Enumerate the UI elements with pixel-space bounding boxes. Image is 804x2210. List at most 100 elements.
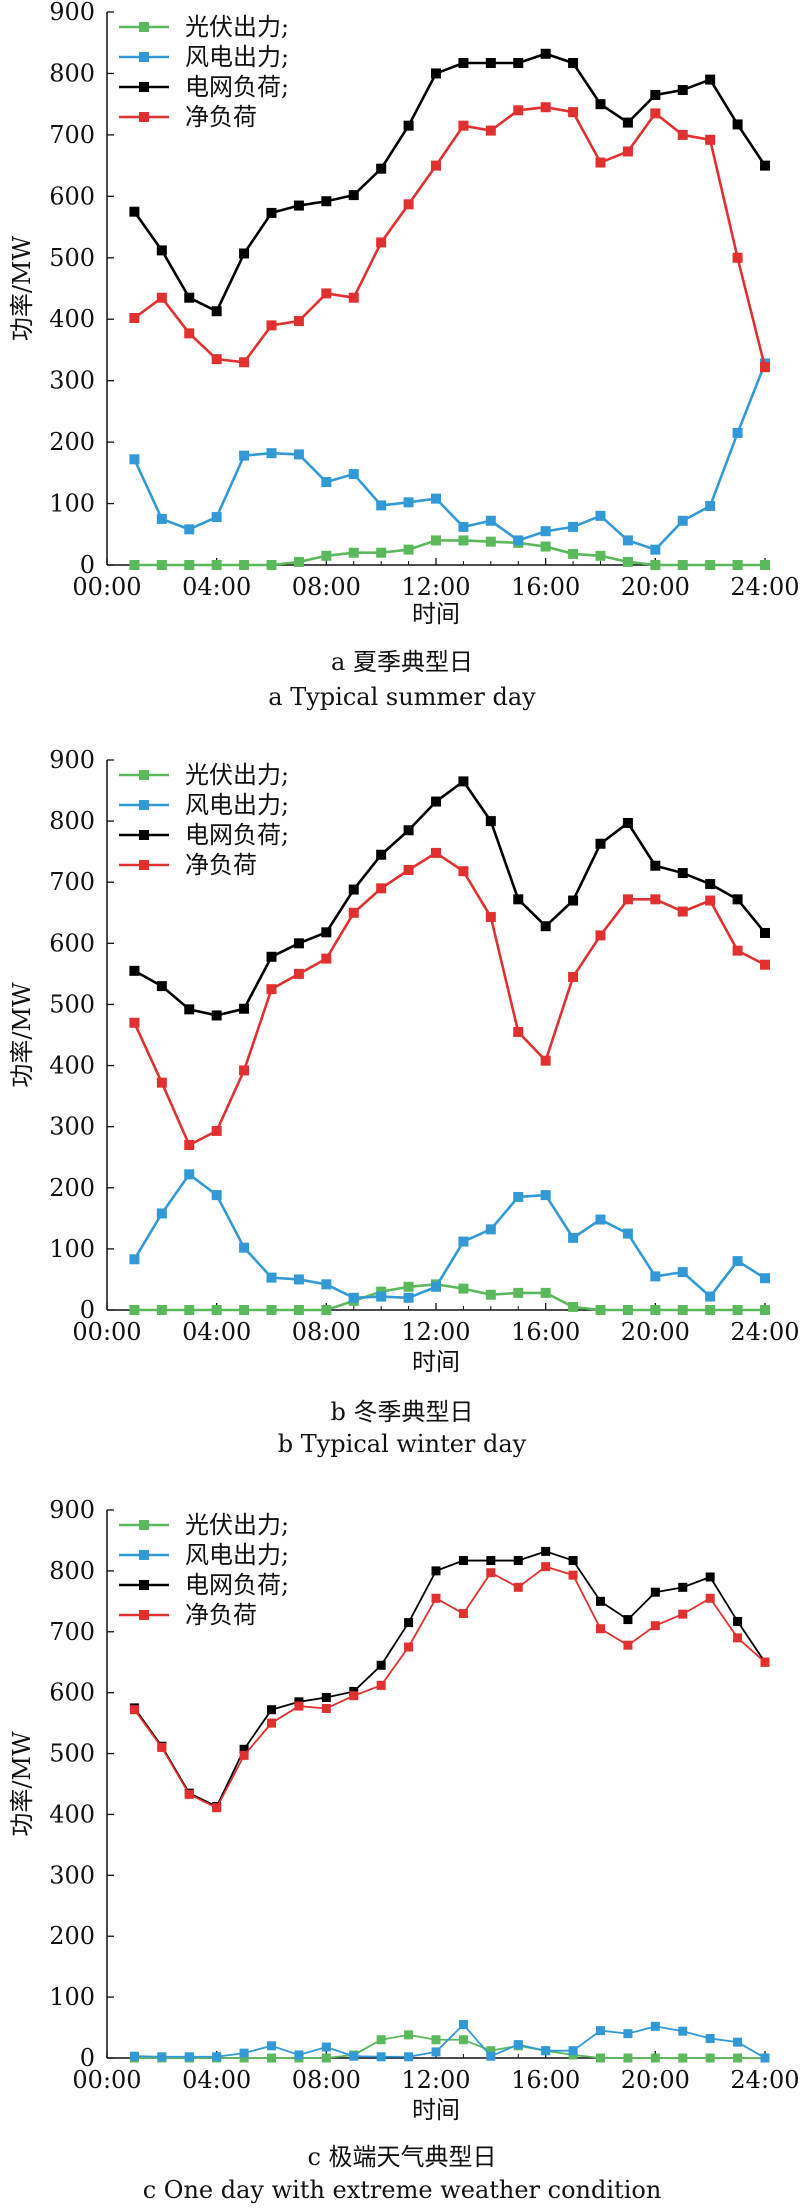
x-axis-title: 时间 <box>412 2096 460 2124</box>
data-point <box>212 2052 222 2062</box>
x-tick-label: 16:00 <box>511 2066 580 2094</box>
data-point <box>595 838 606 849</box>
data-point <box>733 2037 743 2047</box>
data-point <box>650 560 661 570</box>
data-point <box>348 190 359 201</box>
y-tick-label: 700 <box>49 1618 95 1646</box>
data-point <box>348 469 359 480</box>
data-point <box>211 1125 222 1136</box>
data-point <box>376 237 387 248</box>
y-tick-label: 200 <box>49 1174 95 1202</box>
series-line <box>134 2023 766 2059</box>
data-point <box>568 895 579 906</box>
data-point <box>486 1556 496 1566</box>
data-point <box>485 816 496 827</box>
data-point <box>760 1273 770 1284</box>
data-point <box>129 1305 140 1315</box>
data-point <box>239 1305 250 1315</box>
data-point <box>568 1301 579 1312</box>
data-point <box>705 2034 715 2044</box>
data-point <box>513 1191 524 1202</box>
data-point <box>458 1236 469 1247</box>
data-point <box>568 1232 579 1243</box>
caption-en: b Typical winter day <box>278 1430 527 1458</box>
data-point <box>622 117 633 128</box>
data-point <box>156 1208 167 1219</box>
data-point <box>540 1055 551 1066</box>
data-point <box>293 449 304 460</box>
data-point <box>239 1065 250 1076</box>
series-line <box>133 1172 766 1300</box>
data-point <box>404 1618 414 1628</box>
data-point <box>293 938 304 949</box>
legend-label: 风电出力; <box>185 43 289 71</box>
data-point <box>458 120 469 131</box>
data-point <box>156 292 167 303</box>
data-point <box>321 196 332 207</box>
data-point <box>376 1291 387 1302</box>
data-point <box>541 1562 551 1572</box>
y-tick-label: 300 <box>49 367 95 395</box>
data-point <box>458 535 469 546</box>
data-point <box>677 868 688 879</box>
data-point <box>650 1621 660 1631</box>
data-point <box>266 207 277 218</box>
data-point <box>458 1283 469 1294</box>
data-point <box>376 1680 386 1690</box>
data-point <box>239 1003 250 1014</box>
data-point <box>650 2021 660 2031</box>
data-point <box>266 1305 277 1315</box>
data-point <box>129 1705 139 1715</box>
data-point <box>184 1305 195 1315</box>
legend-swatch-marker <box>139 82 149 92</box>
data-point <box>403 120 414 131</box>
data-point <box>513 1026 524 1037</box>
data-point <box>568 548 579 559</box>
caption-cn: c 极端天气典型日 <box>307 2143 496 2171</box>
data-point <box>129 1017 140 1028</box>
data-point <box>348 547 359 558</box>
data-point <box>540 1190 551 1201</box>
data-point <box>211 306 222 317</box>
y-tick-label: 600 <box>49 1679 95 1707</box>
data-point <box>129 560 140 570</box>
x-tick-label: 00:00 <box>72 573 141 601</box>
data-point <box>266 448 277 459</box>
series-pv <box>129 535 770 570</box>
data-point <box>650 544 661 555</box>
data-point <box>404 2052 414 2062</box>
series-line <box>133 851 766 1147</box>
data-point <box>595 930 606 941</box>
data-point <box>293 1274 304 1285</box>
data-point <box>266 320 277 331</box>
data-point <box>705 1291 716 1302</box>
series-line <box>134 2033 765 2059</box>
data-point <box>678 2026 688 2036</box>
data-point <box>595 157 606 168</box>
y-tick-label: 0 <box>80 2044 95 2072</box>
data-point <box>184 1004 195 1015</box>
data-point <box>677 515 688 526</box>
data-point <box>678 1609 688 1619</box>
legend-swatch-marker <box>139 830 149 840</box>
data-point <box>321 1305 332 1315</box>
data-point <box>458 2035 468 2045</box>
series-line <box>133 105 767 368</box>
data-point <box>732 427 743 438</box>
data-point <box>431 1593 441 1603</box>
y-tick-label: 700 <box>49 868 95 896</box>
y-tick-label: 900 <box>49 746 95 774</box>
data-point <box>321 1703 331 1713</box>
data-point <box>596 1624 605 1634</box>
data-point <box>294 1701 304 1711</box>
data-point <box>595 1214 606 1225</box>
legend-swatch-marker <box>139 800 149 810</box>
x-tick-label: 24:00 <box>730 573 799 601</box>
data-point <box>513 1556 523 1566</box>
data-point <box>376 883 387 894</box>
caption-en: a Typical summer day <box>268 683 536 711</box>
data-point <box>568 1556 578 1566</box>
data-point <box>458 1609 468 1619</box>
data-point <box>211 1190 222 1201</box>
y-tick-label: 300 <box>49 1113 95 1141</box>
